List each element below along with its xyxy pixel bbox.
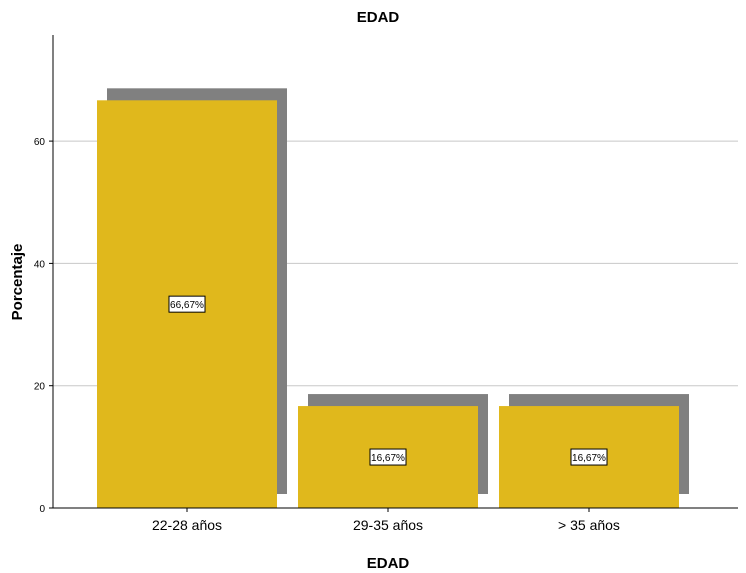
data-label: 16,67%: [572, 453, 606, 464]
chart-title: EDAD: [357, 9, 400, 26]
data-label-box: [168, 295, 206, 313]
x-tick-label: 22-28 años: [152, 517, 222, 533]
y-tick-label: 20: [34, 382, 46, 393]
x-tick-label: > 35 años: [558, 517, 620, 533]
data-label-box: [570, 448, 608, 466]
y-tick-label: 60: [34, 137, 46, 148]
x-tick-label: 29-35 años: [353, 517, 423, 533]
data-label: 66,67%: [170, 300, 204, 311]
x-axis-label: EDAD: [367, 555, 410, 572]
y-axis-label: Porcentaje: [9, 244, 26, 321]
data-label: 16,67%: [371, 453, 405, 464]
y-tick-label: 0: [39, 504, 45, 515]
data-label-box: [369, 448, 407, 466]
bars: 66,67% 22-28 años 16,67% 29-35 años 16,67% > …: [97, 88, 689, 533]
y-axis-ticks: 0 20 40 60: [34, 137, 53, 515]
y-tick-label: 40: [34, 259, 46, 270]
